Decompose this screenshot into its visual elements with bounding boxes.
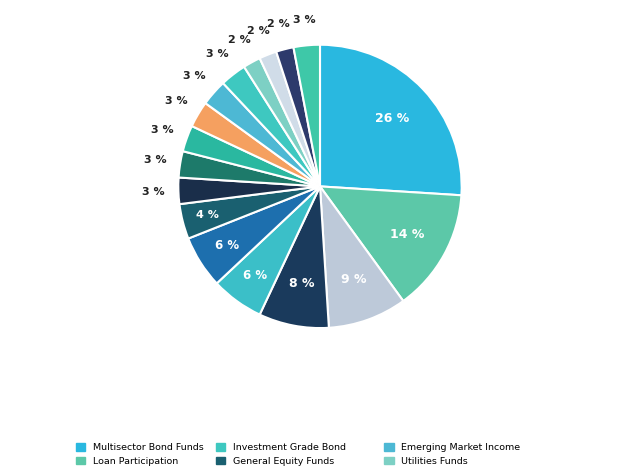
Wedge shape xyxy=(276,47,320,186)
Text: 2 %: 2 % xyxy=(247,26,270,36)
Text: 3 %: 3 % xyxy=(183,71,206,81)
Wedge shape xyxy=(217,186,320,315)
Wedge shape xyxy=(179,186,320,239)
Text: 3 %: 3 % xyxy=(293,15,316,25)
Text: 4 %: 4 % xyxy=(196,210,219,220)
Wedge shape xyxy=(188,186,320,283)
Wedge shape xyxy=(179,178,320,204)
Text: 26 %: 26 % xyxy=(375,112,410,125)
Wedge shape xyxy=(183,126,320,186)
Text: 3 %: 3 % xyxy=(165,96,188,106)
Text: 3 %: 3 % xyxy=(206,49,229,59)
Wedge shape xyxy=(223,67,320,186)
Text: 8 %: 8 % xyxy=(289,277,314,290)
Wedge shape xyxy=(320,186,403,328)
Text: 2 %: 2 % xyxy=(228,35,251,45)
Text: 2 %: 2 % xyxy=(267,20,290,29)
Text: 9 %: 9 % xyxy=(341,273,366,286)
Legend: Multisector Bond Funds, Loan Participation, Preferred Equity, High Yield Bond Fu: Multisector Bond Funds, Loan Participati… xyxy=(73,440,567,466)
Text: 6 %: 6 % xyxy=(214,239,239,252)
Wedge shape xyxy=(179,151,320,186)
Text: 3 %: 3 % xyxy=(141,187,164,197)
Text: 6 %: 6 % xyxy=(243,269,267,282)
Text: 3 %: 3 % xyxy=(152,125,174,135)
Text: 3 %: 3 % xyxy=(143,155,166,165)
Text: 14 %: 14 % xyxy=(390,228,424,240)
Wedge shape xyxy=(244,58,320,186)
Wedge shape xyxy=(294,45,320,186)
Wedge shape xyxy=(192,103,320,186)
Wedge shape xyxy=(260,52,320,186)
Wedge shape xyxy=(320,186,461,301)
Wedge shape xyxy=(260,186,329,328)
Wedge shape xyxy=(205,83,320,186)
Wedge shape xyxy=(320,45,461,195)
